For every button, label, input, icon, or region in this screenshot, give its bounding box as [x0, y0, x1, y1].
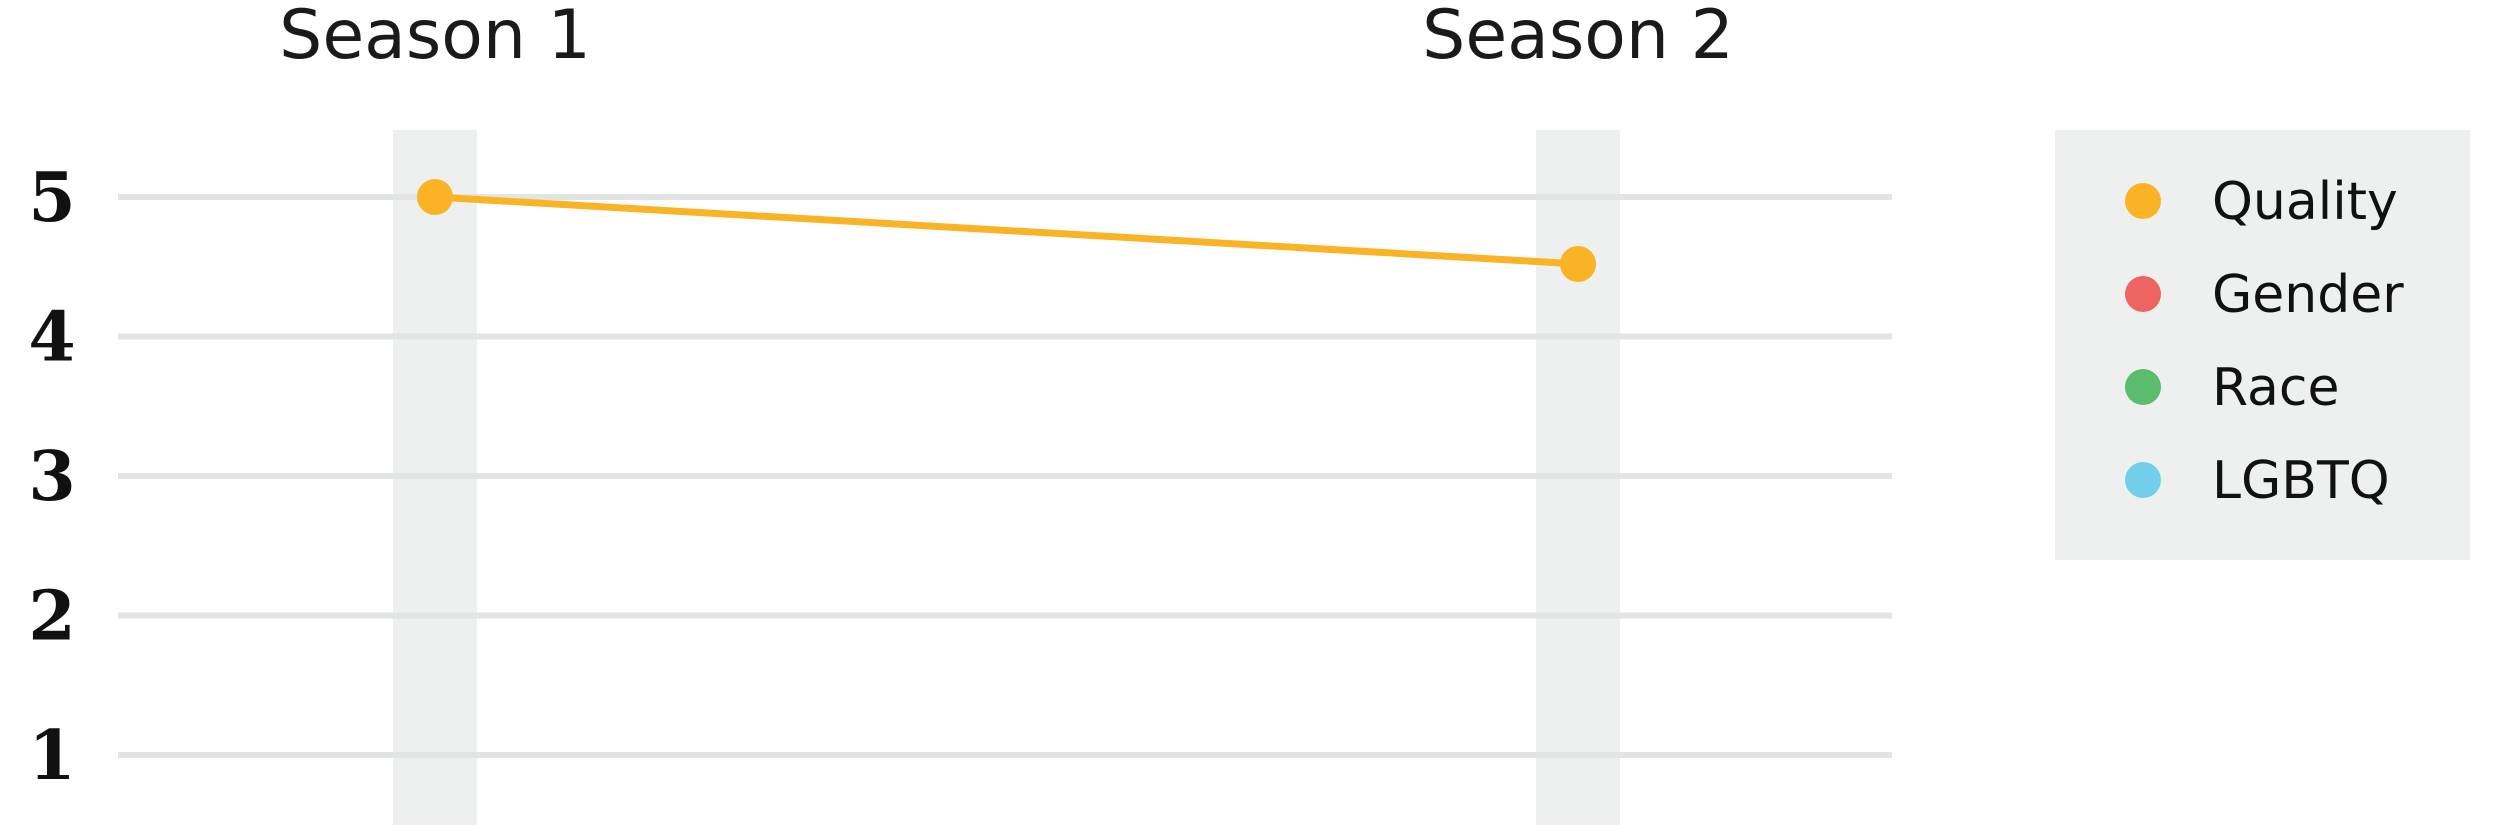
- season-labels: Season 1 Season 2: [279, 0, 1734, 75]
- legend-label: Quality: [2212, 172, 2398, 232]
- y-tick-label: 1: [28, 716, 75, 796]
- y-tick-label: 5: [28, 158, 75, 238]
- y-tick-label: 2: [28, 577, 75, 657]
- legend: Quality Gender Race LGBTQ: [2055, 130, 2470, 560]
- legend-marker: [2125, 462, 2161, 498]
- legend-marker: [2125, 276, 2161, 312]
- legend-background: [2055, 130, 2470, 560]
- legend-marker: [2125, 369, 2161, 405]
- y-axis-ticks: 1 2 3 4 5: [28, 158, 75, 796]
- data-point: [417, 179, 453, 215]
- legend-label: Race: [2212, 358, 2339, 418]
- y-tick-label: 4: [28, 298, 75, 378]
- series-points: [417, 179, 1596, 282]
- series-lines: [434, 193, 1579, 268]
- season-label: Season 2: [1422, 0, 1734, 75]
- legend-marker: [2125, 183, 2161, 219]
- y-tick-label: 3: [28, 437, 75, 517]
- legend-label: LGBTQ: [2212, 451, 2390, 511]
- data-point: [1560, 245, 1596, 282]
- gridlines: [118, 194, 1892, 758]
- series-line: [434, 193, 1579, 268]
- season-label: Season 1: [279, 0, 591, 75]
- legend-label: Gender: [2212, 265, 2404, 325]
